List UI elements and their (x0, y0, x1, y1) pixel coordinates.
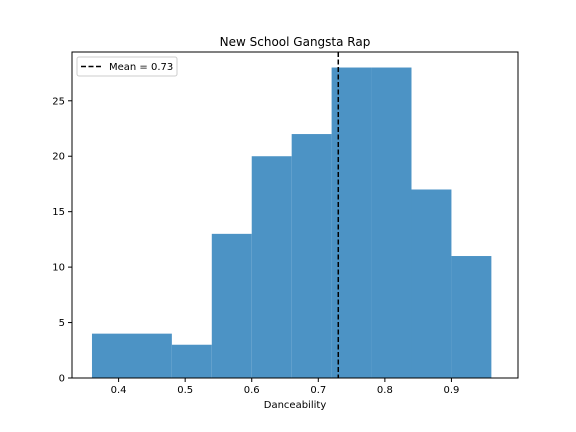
y-tick-label: 0 (59, 374, 65, 385)
histogram-bar (411, 189, 452, 378)
legend-label: Mean = 0.73 (109, 62, 173, 73)
x-tick-label: 0.4 (111, 385, 127, 396)
x-axis-label: Danceability (264, 400, 327, 411)
histogram-bar (251, 156, 292, 378)
chart-title: New School Gangsta Rap (220, 35, 371, 49)
y-tick-label: 20 (52, 152, 65, 163)
y-tick-label: 15 (52, 207, 65, 218)
legend-box (76, 56, 178, 77)
histogram-bar (291, 134, 332, 378)
histogram-bar (91, 333, 172, 378)
histogram-bar (211, 233, 252, 378)
y-axis-ticks: 0 5 10 15 20 25 (52, 96, 72, 385)
plot-frame (71, 51, 519, 379)
legend: Mean = 0.73 (76, 56, 178, 77)
histogram-bar (371, 67, 412, 379)
y-tick-label: 5 (59, 318, 65, 329)
x-axis-ticks: 0.4 0.5 0.6 0.7 0.8 0.9 (111, 378, 459, 396)
x-tick-label: 0.6 (244, 385, 260, 396)
y-tick-label: 25 (52, 96, 65, 107)
histogram-bar (171, 344, 212, 378)
histogram-bar (451, 256, 492, 378)
x-tick-label: 0.9 (443, 385, 459, 396)
x-tick-label: 0.7 (310, 385, 326, 396)
histogram-bars (91, 67, 492, 379)
y-tick-label: 10 (52, 263, 65, 274)
x-tick-label: 0.8 (377, 385, 393, 396)
x-tick-label: 0.5 (177, 385, 193, 396)
